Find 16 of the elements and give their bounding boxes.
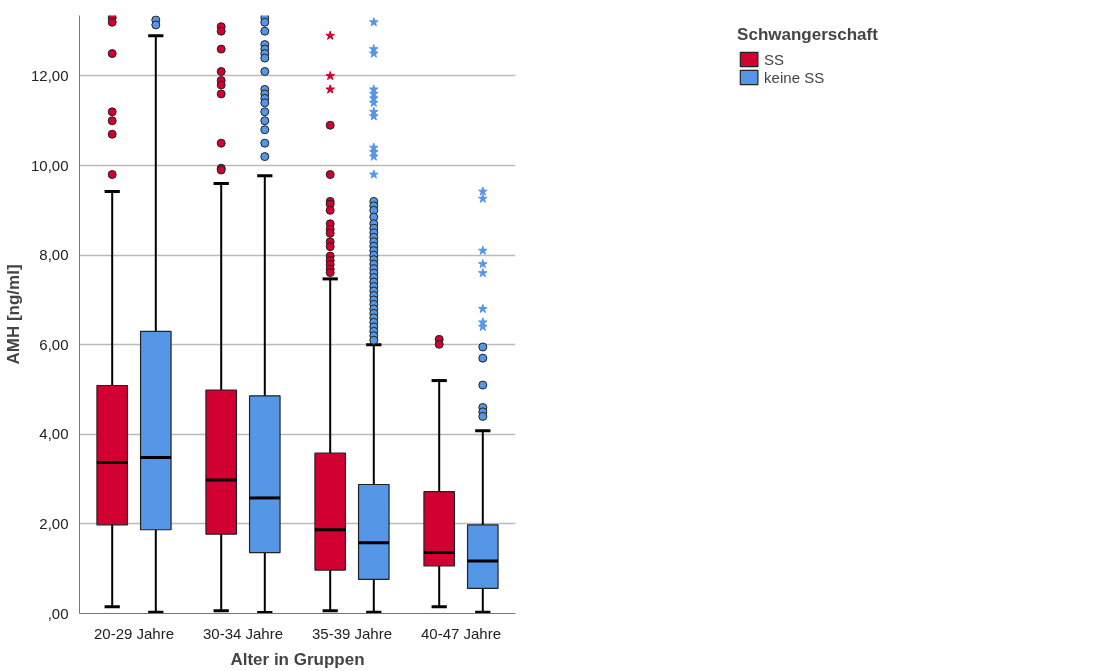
legend-label: SS — [764, 50, 785, 68]
y-tick-label: 8,00 — [39, 246, 69, 264]
x-tick-label: 40-47 Jahre — [420, 624, 502, 642]
y-tick-label: 4,00 — [39, 425, 69, 443]
legend-label: keine SS — [764, 68, 825, 86]
x-tick-label: 35-39 Jahre — [311, 624, 393, 642]
y-tick-label: ,00 — [47, 604, 69, 622]
x-tick-label: 30-34 Jahre — [202, 624, 284, 642]
y-tick-label: 10,00 — [30, 156, 69, 174]
y-tick-label: 6,00 — [39, 335, 69, 353]
y-axis-title: AMH [ng/ml] — [3, 264, 23, 365]
y-tick-label: 12,00 — [30, 66, 69, 84]
legend-title: Schwangerschaft — [737, 25, 878, 45]
x-tick-label: 20-29 Jahre — [93, 624, 175, 642]
y-tick-label: 2,00 — [39, 514, 69, 532]
x-axis-title: Alter in Gruppen — [230, 649, 365, 669]
